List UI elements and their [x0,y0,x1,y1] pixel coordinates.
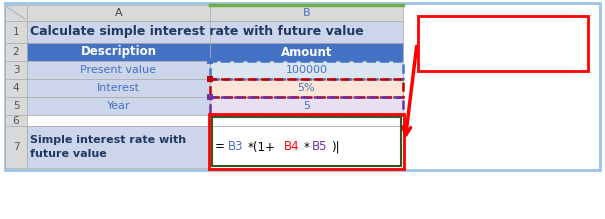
Text: =: = [215,141,225,154]
Bar [210,79,403,97]
Bar [5,115,27,126]
Text: )|: )| [332,141,340,154]
Bar [5,61,27,79]
Text: 4: 4 [13,83,19,93]
Bar [27,61,210,79]
Bar [210,61,403,79]
Text: 2: 2 [13,47,19,57]
Text: Calculate simple interest rate with future value: Calculate simple interest rate with futu… [30,25,364,39]
Bar [210,43,403,61]
Bar [5,3,600,170]
Bar [207,94,213,100]
Text: Description: Description [80,46,157,58]
Bar [210,97,403,115]
Bar [207,76,213,82]
Bar [210,79,403,97]
Text: 1: 1 [13,27,19,37]
Bar [210,21,403,43]
Text: Present value: Present value [80,65,157,75]
Bar [27,21,210,43]
Bar [27,115,210,126]
Text: Amount: Amount [281,46,332,58]
Text: B3: B3 [227,141,243,154]
Bar [210,61,403,79]
Text: *(1+: *(1+ [247,141,276,154]
Bar [210,115,403,126]
Bar [27,126,210,168]
Text: 7: 7 [13,142,19,152]
Text: Simple interest rate with
future value: Simple interest rate with future value [30,135,186,159]
Bar [418,16,588,71]
Bar [5,5,27,21]
Bar [212,117,401,166]
Bar [209,114,404,169]
Text: 5%: 5% [298,83,315,93]
Text: 5: 5 [13,101,19,111]
Bar [27,5,210,21]
Bar [210,97,403,115]
Bar [27,79,210,97]
Text: 100000: 100000 [286,65,327,75]
Bar [5,79,27,97]
Bar [5,43,27,61]
Bar [207,58,213,64]
Text: 3: 3 [13,65,19,75]
Text: 6: 6 [13,115,19,125]
Text: Enter the
formula here.: Enter the formula here. [463,28,543,59]
Text: B5: B5 [312,141,327,154]
Text: Year: Year [106,101,130,111]
Bar [210,5,403,21]
Text: Interest: Interest [97,83,140,93]
Text: *: * [304,141,310,154]
Bar [5,126,27,168]
Bar [27,97,210,115]
Text: 5: 5 [303,101,310,111]
Bar [5,21,27,43]
Bar [210,126,403,168]
Text: B4: B4 [284,141,299,154]
Bar [27,43,210,61]
Text: A: A [115,8,122,18]
Text: B: B [302,8,310,18]
Bar [5,97,27,115]
